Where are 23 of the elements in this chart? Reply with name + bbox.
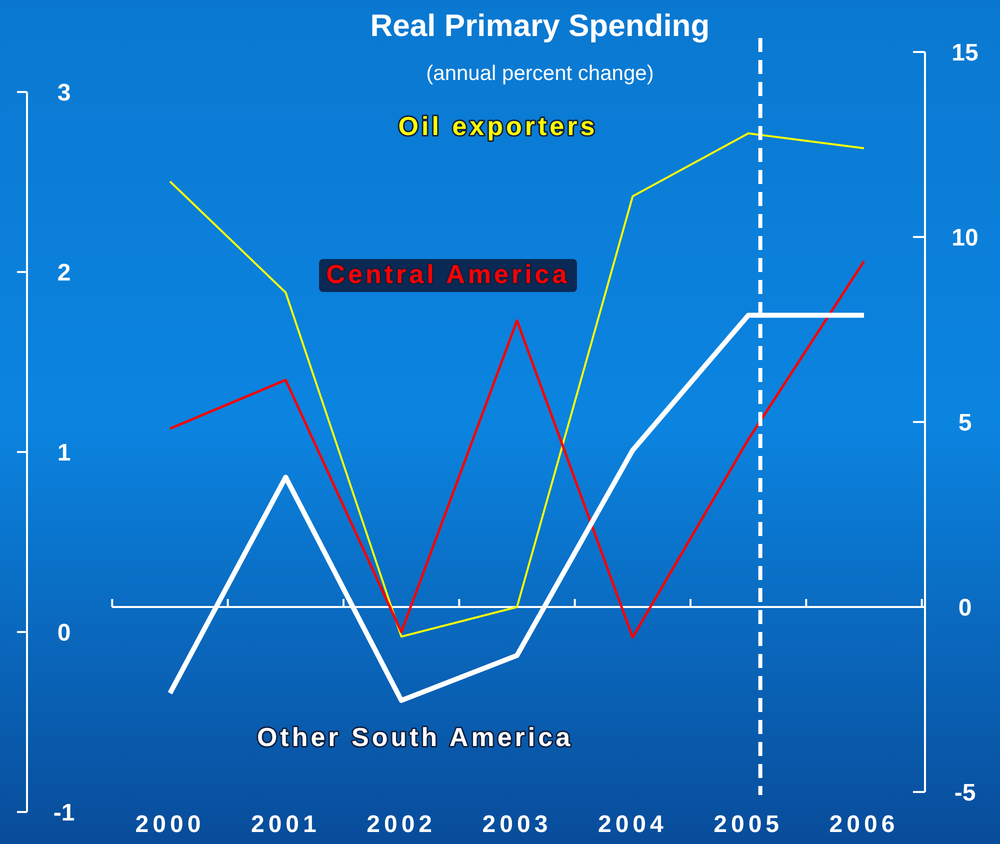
text: Oil exporters	[398, 111, 598, 141]
y2-tick-label: 10	[952, 224, 978, 252]
y2-tick-label: 5	[958, 409, 972, 436]
y-tick-label: 1	[57, 439, 71, 466]
series-label: Other South America	[256, 722, 574, 752]
y2-tick-label: 0	[958, 594, 972, 622]
line-series	[168, 260, 866, 639]
y-tick-label: -1	[53, 799, 75, 826]
x-tick-label: 2002	[366, 811, 436, 838]
chart-title: Real Primary Spending	[370, 8, 710, 43]
chart-subtitle: (annual percent change)	[426, 62, 654, 85]
x-tick-label: 2000	[135, 811, 205, 838]
y-tick-label: 2	[57, 259, 71, 286]
x-tick-label: 2005	[714, 811, 784, 838]
text: Central America	[326, 259, 570, 289]
x-tick-label: 2003	[482, 811, 552, 838]
x-tick-label: 2006	[829, 811, 899, 838]
y-tick-label: 3	[57, 79, 71, 106]
y2-tick-label: 15	[952, 39, 978, 66]
y2-tick-label: -5	[954, 779, 976, 806]
x-tick-label: 2001	[250, 811, 320, 838]
x-tick-label: 2004	[598, 811, 668, 838]
y-tick-label: 0	[57, 619, 71, 646]
